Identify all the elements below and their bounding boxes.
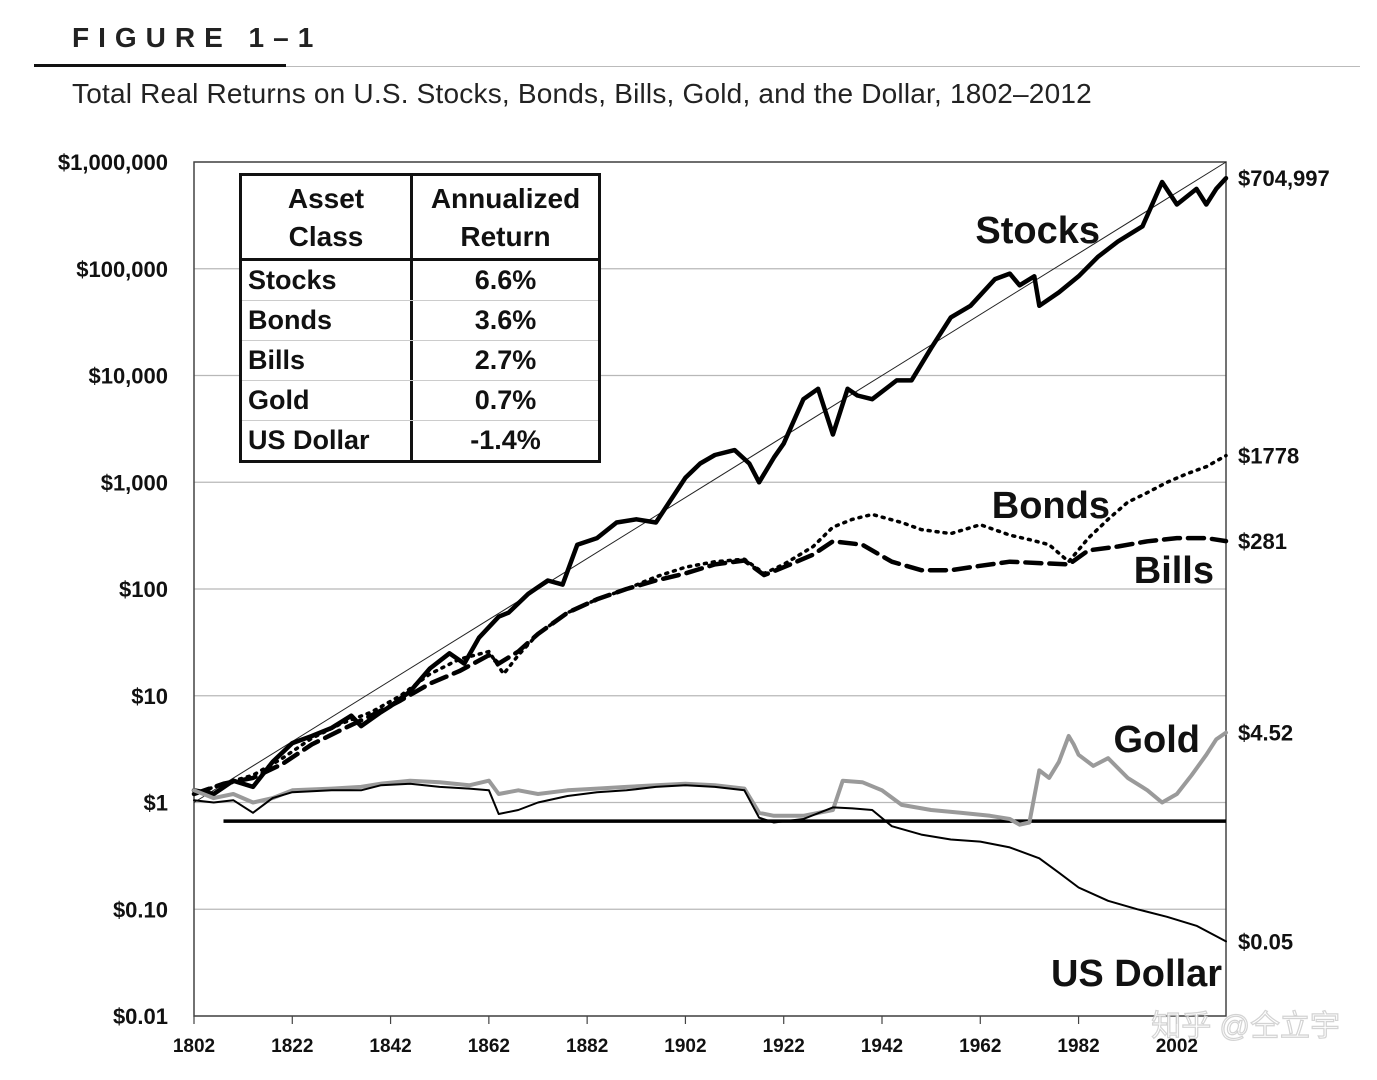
table-row: Stocks 6.6% xyxy=(242,261,598,301)
header-return-line2: Return xyxy=(460,221,551,252)
label-layer: $704,997 $1778 $281 $4.52 $0.05 Stocks Bonds Bi… xyxy=(975,166,1340,1043)
header-annualized-return: Annualized Return xyxy=(413,178,598,258)
chart-subtitle: Total Real Returns on U.S. Stocks, Bonds… xyxy=(72,78,1092,109)
y-tick-label: $0.01 xyxy=(113,1004,168,1029)
x-tick-label: 1882 xyxy=(566,1036,608,1057)
x-tick-label: 1862 xyxy=(468,1036,510,1057)
table-row: US Dollar -1.4% xyxy=(242,421,598,461)
series-label: US Dollar xyxy=(1051,953,1222,995)
x-tick-label: 1842 xyxy=(369,1036,411,1057)
asset-name: US Dollar xyxy=(248,425,370,455)
x-tick-label: 1822 xyxy=(271,1036,313,1057)
gold-line xyxy=(192,730,1228,827)
series-label: Stocks xyxy=(975,210,1100,252)
series-layer xyxy=(191,161,1229,943)
y-tick-label: $1,000,000 xyxy=(58,150,168,175)
asset-name: Stocks xyxy=(248,265,337,295)
trend-line xyxy=(193,161,1227,803)
header-return-line1: Annualized xyxy=(430,183,581,214)
y-tick-label: $1 xyxy=(144,791,168,816)
series-label: Bonds xyxy=(992,485,1110,527)
table-divider xyxy=(410,176,413,460)
asset-name: Gold xyxy=(248,385,310,415)
returns-table: Asset Class Annualized Return Stocks 6.6… xyxy=(239,173,601,463)
table-header-divider xyxy=(242,258,598,261)
y-tick-label: $0.10 xyxy=(113,897,168,922)
title-rule xyxy=(34,64,286,67)
bills-line xyxy=(191,535,1229,797)
x-tick-label: 1982 xyxy=(1057,1036,1099,1057)
plot-frame xyxy=(193,161,1227,1017)
x-tick-label: 1902 xyxy=(664,1036,706,1057)
series-label: Gold xyxy=(1113,719,1200,761)
x-tick-label: 1962 xyxy=(959,1036,1001,1057)
x-tick-label: 1942 xyxy=(861,1036,903,1057)
y-tick-label: $10 xyxy=(131,684,168,709)
asset-return: 2.7% xyxy=(474,345,537,375)
end-value-label: $0.05 xyxy=(1238,929,1293,954)
header-asset-line2: Class xyxy=(288,221,364,252)
x-tick-label: 1802 xyxy=(173,1036,215,1057)
asset-name: Bonds xyxy=(248,305,332,335)
title-rule-thin xyxy=(286,66,1360,67)
y-tick-label: $100,000 xyxy=(76,257,168,282)
table-row: Bonds 3.6% xyxy=(242,301,598,341)
asset-name: Bills xyxy=(248,345,306,375)
end-value-label: $1778 xyxy=(1238,444,1299,469)
y-tick-label: $100 xyxy=(119,577,168,602)
end-value-label: $281 xyxy=(1238,529,1287,554)
asset-return: 0.7% xyxy=(474,385,537,415)
figure-label: FIGURE 1–1 xyxy=(72,22,323,53)
y-tick-label: $1,000 xyxy=(101,470,168,495)
x-tick-label: 1922 xyxy=(763,1036,805,1057)
header-asset-class: Asset Class xyxy=(242,178,410,258)
asset-return: 3.6% xyxy=(474,305,537,335)
x-tick-label: 2002 xyxy=(1156,1036,1198,1057)
end-value-label: $704,997 xyxy=(1238,166,1330,191)
series-label: Bills xyxy=(1134,550,1214,592)
end-value-label: $4.52 xyxy=(1238,721,1293,746)
y-tick-label: $10,000 xyxy=(88,364,168,389)
table-row: Bills 2.7% xyxy=(242,341,598,381)
table-row: Gold 0.7% xyxy=(242,381,598,421)
asset-return: -1.4% xyxy=(470,425,541,455)
asset-return: 6.6% xyxy=(474,265,537,295)
us-dollar-line xyxy=(193,782,1227,943)
watermark: 知乎 @仝立宇 xyxy=(1151,1010,1340,1043)
header-asset-line1: Asset xyxy=(287,183,365,214)
axis-layer: $0.01 $0.10 $1 $10 $100 $1,000 $10,000 $100,000… xyxy=(58,150,1227,1057)
